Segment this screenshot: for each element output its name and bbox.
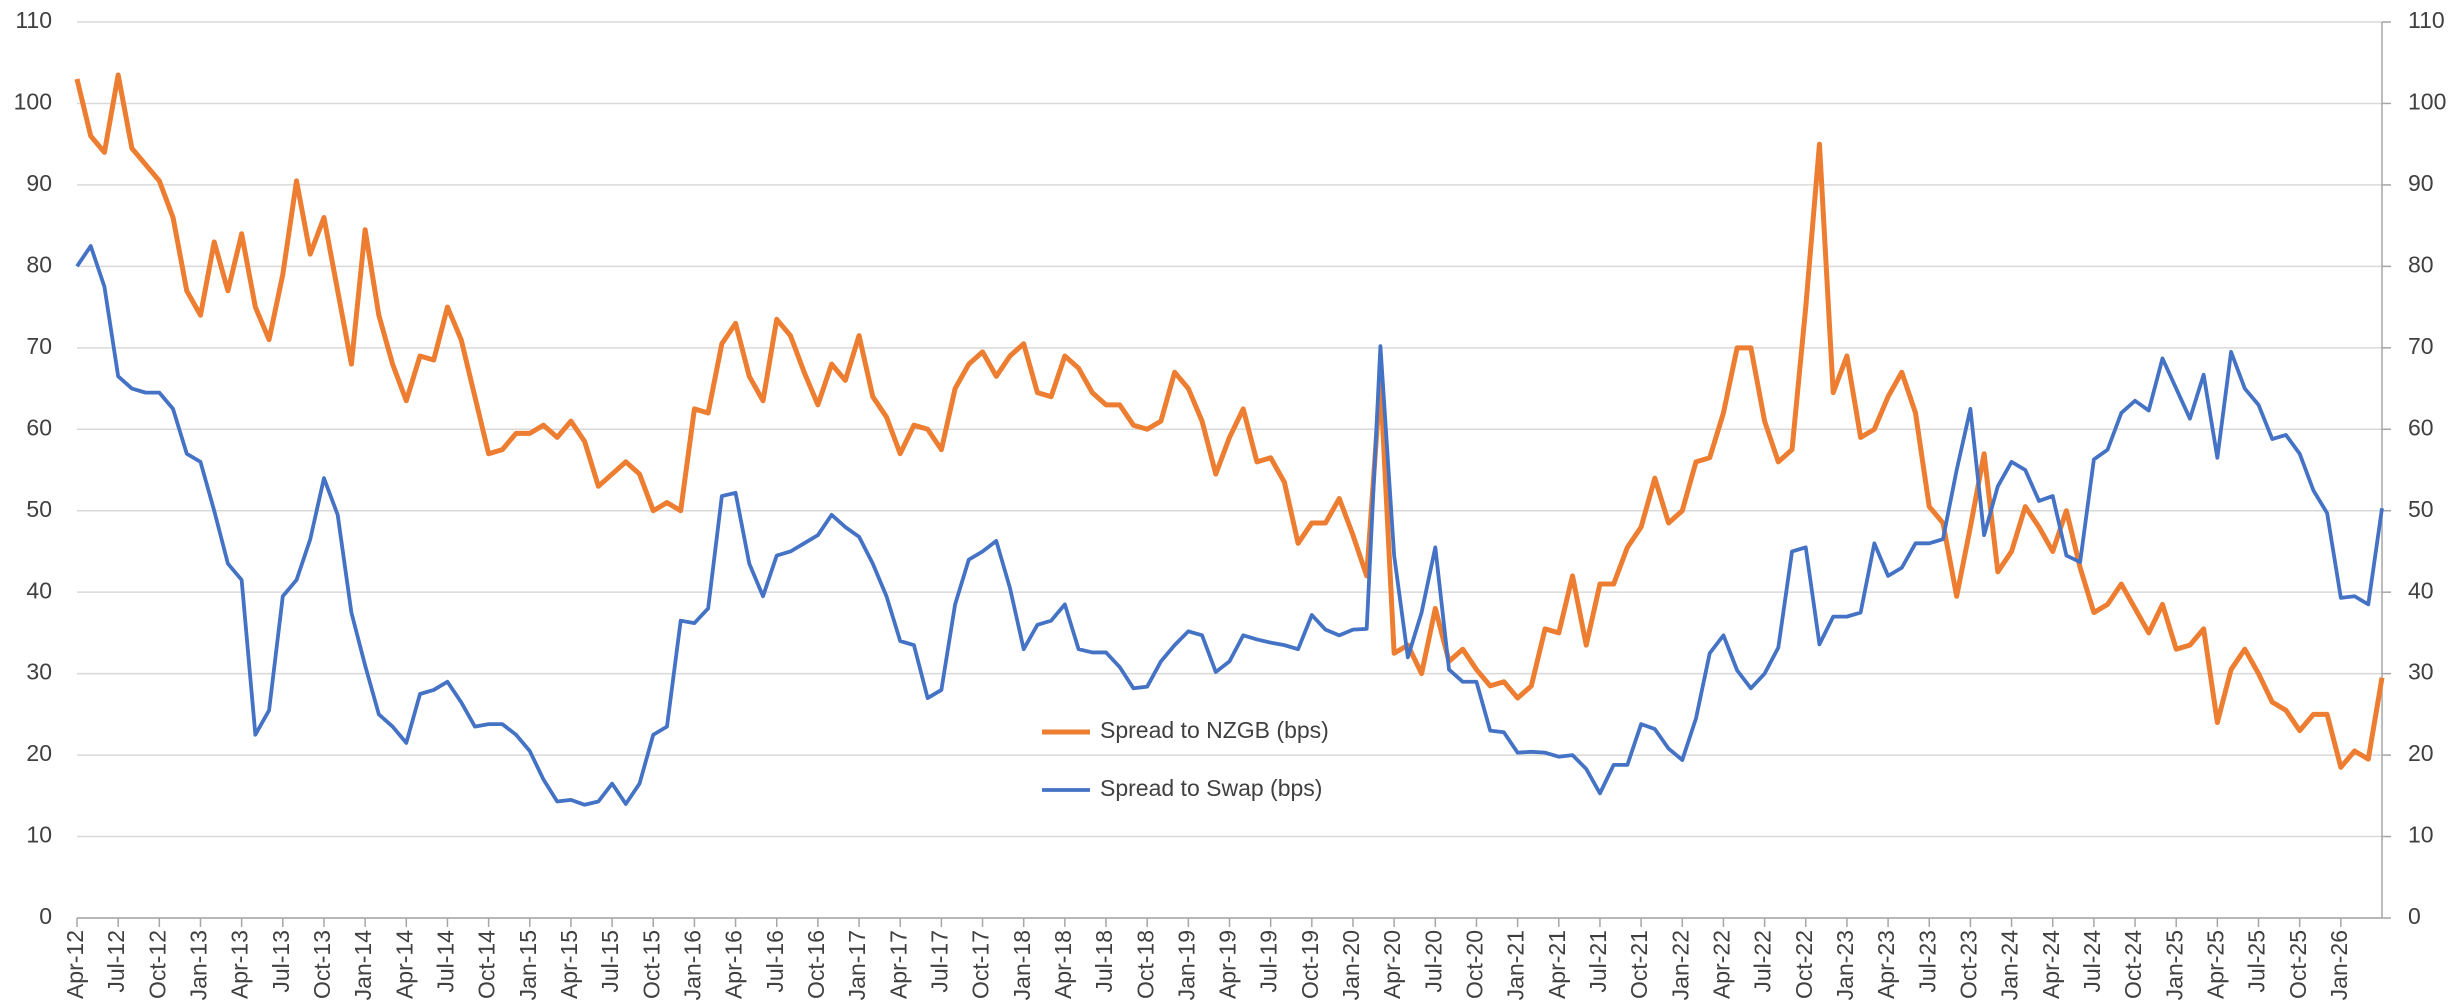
y2-tick-label: 20 <box>2408 740 2434 766</box>
x-tick-label: Jan-16 <box>679 930 705 1000</box>
x-tick-label: Jan-17 <box>844 930 870 1000</box>
x-tick-label: Jul-22 <box>1750 930 1776 993</box>
y2-tick-label: 100 <box>2408 89 2446 115</box>
x-tick-label: Oct-18 <box>1132 930 1158 999</box>
y-tick-label: 50 <box>26 496 52 522</box>
x-tick-label: Oct-13 <box>309 930 335 999</box>
y2-tick-label: 40 <box>2408 577 2434 603</box>
legend-label: Spread to NZGB (bps) <box>1100 717 1329 743</box>
y-tick-label: 0 <box>39 903 52 929</box>
x-tick-label: Apr-13 <box>227 930 253 999</box>
y2-tick-label: 30 <box>2408 659 2434 685</box>
x-tick-label: Jul-14 <box>433 930 459 993</box>
y-tick-label: 10 <box>26 822 52 848</box>
x-tick-label: Jan-19 <box>1173 930 1199 1000</box>
x-tick-label: Jul-19 <box>1256 930 1282 993</box>
x-tick-label: Oct-19 <box>1297 930 1323 999</box>
x-tick-label: Jan-15 <box>515 930 541 1000</box>
x-tick-label: Apr-14 <box>391 930 417 999</box>
x-tick-label: Oct-16 <box>803 930 829 999</box>
x-tick-label: Apr-16 <box>721 930 747 999</box>
y2-tick-label: 50 <box>2408 496 2434 522</box>
x-tick-label: Jul-13 <box>268 930 294 993</box>
y2-tick-label: 110 <box>2408 7 2445 33</box>
x-tick-label: Apr-18 <box>1050 930 1076 999</box>
x-tick-label: Oct-22 <box>1791 930 1817 999</box>
x-tick-label: Jul-18 <box>1091 930 1117 993</box>
x-tick-label: Jul-17 <box>926 930 952 993</box>
y-tick-label: 70 <box>26 333 52 359</box>
y-tick-label: 110 <box>15 7 52 33</box>
x-tick-label: Oct-25 <box>2285 930 2311 999</box>
x-tick-label: Oct-14 <box>474 930 500 999</box>
y2-tick-label: 60 <box>2408 414 2434 440</box>
x-tick-label: Oct-12 <box>144 930 170 999</box>
x-tick-label: Apr-22 <box>1709 930 1735 999</box>
x-tick-label: Jul-24 <box>2079 930 2105 993</box>
x-tick-label: Apr-21 <box>1544 930 1570 999</box>
x-tick-label: Jul-23 <box>1914 930 1940 993</box>
x-tick-label: Jul-15 <box>597 930 623 993</box>
x-tick-label: Oct-23 <box>1955 930 1981 999</box>
x-tick-label: Jan-25 <box>2161 930 2187 1000</box>
x-tick-label: Oct-21 <box>1626 930 1652 999</box>
x-tick-label: Jul-25 <box>2244 930 2270 993</box>
x-tick-label: Jan-24 <box>1997 930 2023 1001</box>
x-tick-label: Jan-13 <box>186 930 212 1000</box>
x-tick-label: Apr-23 <box>1873 930 1899 999</box>
y-tick-label: 30 <box>26 659 52 685</box>
y-tick-label: 80 <box>26 251 52 277</box>
x-tick-label: Jan-14 <box>350 930 376 1001</box>
y2-tick-label: 70 <box>2408 333 2434 359</box>
x-tick-label: Apr-12 <box>62 930 88 999</box>
series-line <box>74 72 2385 770</box>
series-line <box>75 244 2384 807</box>
x-tick-label: Apr-25 <box>2202 930 2228 999</box>
y-tick-label: 60 <box>26 414 52 440</box>
y-tick-label: 40 <box>26 577 52 603</box>
legend-label: Spread to Swap (bps) <box>1100 775 1322 801</box>
x-tick-label: Jul-12 <box>103 930 129 993</box>
x-tick-label: Oct-15 <box>638 930 664 999</box>
x-tick-label: Jul-21 <box>1585 930 1611 993</box>
x-tick-label: Apr-15 <box>556 930 582 999</box>
x-tick-label: Oct-17 <box>968 930 994 999</box>
x-tick-label: Oct-20 <box>1462 930 1488 999</box>
y2-tick-label: 10 <box>2408 822 2434 848</box>
x-tick-label: Apr-19 <box>1215 930 1241 999</box>
x-tick-label: Apr-17 <box>885 930 911 999</box>
y-tick-label: 90 <box>26 170 52 196</box>
x-tick-label: Jan-23 <box>1832 930 1858 1000</box>
x-tick-label: Jul-16 <box>762 930 788 993</box>
x-tick-label: Oct-24 <box>2120 930 2146 999</box>
x-tick-label: Jan-20 <box>1338 930 1364 1000</box>
x-tick-label: Jan-22 <box>1667 930 1693 1000</box>
y2-tick-label: 80 <box>2408 251 2434 277</box>
x-tick-label: Apr-24 <box>2038 930 2064 999</box>
y2-tick-label: 90 <box>2408 170 2434 196</box>
y-tick-label: 20 <box>26 740 52 766</box>
y2-tick-label: 0 <box>2408 903 2421 929</box>
x-tick-label: Jul-20 <box>1420 930 1446 993</box>
y-tick-label: 100 <box>14 89 52 115</box>
x-tick-label: Jan-18 <box>1009 930 1035 1000</box>
x-tick-label: Jan-26 <box>2326 930 2352 1000</box>
x-tick-label: Apr-20 <box>1379 930 1405 999</box>
x-tick-label: Jan-21 <box>1503 930 1529 1000</box>
